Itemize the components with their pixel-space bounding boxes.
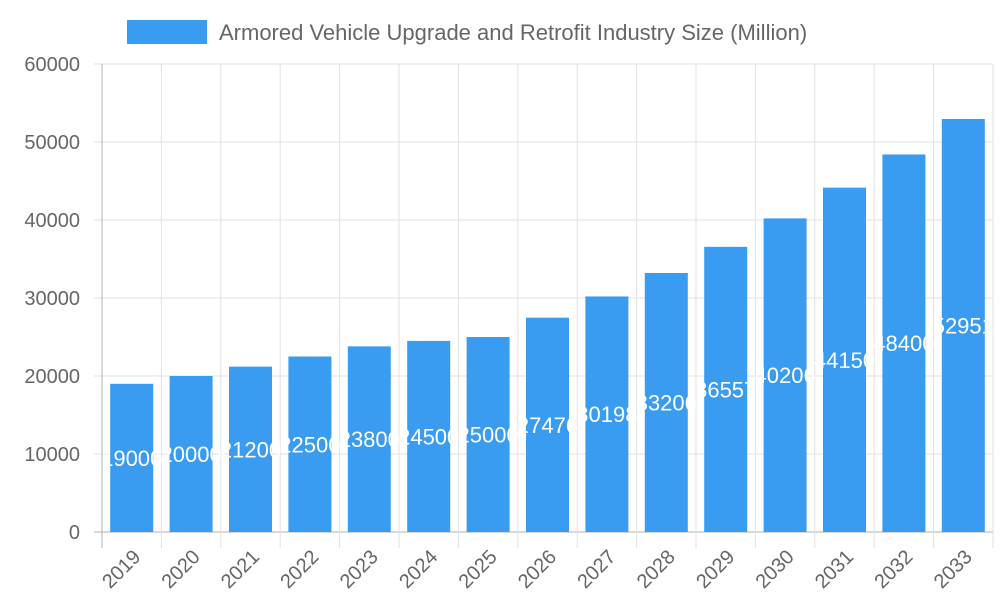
x-tick-label: 2019 bbox=[98, 546, 145, 593]
y-tick-label: 60000 bbox=[24, 54, 80, 76]
bar-2032 bbox=[882, 154, 926, 533]
data-label: 27476 bbox=[517, 413, 578, 438]
data-labels: 1900020000212002250023800245002500027476… bbox=[101, 313, 994, 470]
y-tick-label: 50000 bbox=[24, 132, 80, 154]
x-tick-label: 2028 bbox=[633, 546, 680, 593]
x-tick-label: 2024 bbox=[395, 546, 442, 593]
bar-2031 bbox=[823, 187, 866, 532]
bar-2019 bbox=[110, 383, 154, 532]
bar-2021 bbox=[229, 366, 272, 532]
x-tick-label: 2020 bbox=[158, 546, 205, 593]
bar-2024 bbox=[407, 340, 451, 532]
grid bbox=[94, 63, 994, 548]
bars bbox=[110, 118, 985, 533]
y-axis: 0 10000 20000 30000 40000 50000 60000 bbox=[24, 54, 80, 544]
x-axis: 2019 2020 2021 2022 2023 2024 2025 2026 2027 2028… bbox=[98, 546, 977, 593]
bar-2023 bbox=[347, 346, 391, 532]
legend-label: Armored Vehicle Upgrade and Retrofit Ind… bbox=[219, 20, 807, 45]
bar-2022 bbox=[288, 356, 332, 532]
y-tick-label: 40000 bbox=[24, 210, 80, 232]
bar-2027 bbox=[585, 296, 629, 532]
data-label: 24500 bbox=[398, 424, 459, 449]
x-tick-label: 2022 bbox=[276, 546, 323, 593]
x-tick-label: 2031 bbox=[811, 546, 858, 593]
data-label: 44150 bbox=[814, 348, 875, 373]
x-tick-label: 2033 bbox=[930, 546, 977, 593]
bar-2020 bbox=[169, 376, 213, 532]
data-label: 19000 bbox=[101, 446, 162, 471]
legend[interactable]: Armored Vehicle Upgrade and Retrofit Ind… bbox=[127, 20, 807, 45]
bar-2026 bbox=[526, 317, 569, 532]
legend-swatch bbox=[127, 20, 207, 44]
y-tick-label: 20000 bbox=[24, 366, 80, 388]
x-tick-label: 2027 bbox=[573, 546, 620, 593]
x-tick-label: 2023 bbox=[336, 546, 383, 593]
data-label: 33206 bbox=[636, 390, 697, 415]
data-label: 23800 bbox=[339, 427, 400, 452]
data-label: 52951 bbox=[933, 313, 994, 338]
y-tick-label: 0 bbox=[69, 522, 80, 544]
x-tick-label: 2030 bbox=[752, 546, 799, 593]
data-label: 20000 bbox=[161, 442, 222, 467]
data-label: 25000 bbox=[458, 423, 519, 448]
data-label: 36557 bbox=[695, 377, 756, 402]
bar-2029 bbox=[704, 246, 748, 532]
data-label: 22500 bbox=[279, 432, 340, 457]
y-tick-label: 10000 bbox=[24, 444, 80, 466]
x-tick-label: 2029 bbox=[692, 546, 739, 593]
bar-2033 bbox=[941, 118, 985, 532]
data-label: 40206 bbox=[755, 363, 816, 388]
bar-2028 bbox=[644, 272, 688, 532]
data-label: 48400 bbox=[873, 331, 934, 356]
bar-2030 bbox=[763, 218, 807, 533]
x-tick-label: 2021 bbox=[217, 546, 264, 593]
x-tick-label: 2026 bbox=[514, 546, 561, 593]
y-tick-label: 30000 bbox=[24, 288, 80, 310]
bar-2025 bbox=[466, 337, 510, 532]
x-tick-label: 2025 bbox=[455, 546, 502, 593]
x-tick-label: 2032 bbox=[870, 546, 917, 593]
data-label: 30198 bbox=[576, 402, 637, 427]
data-label: 21200 bbox=[220, 437, 281, 462]
